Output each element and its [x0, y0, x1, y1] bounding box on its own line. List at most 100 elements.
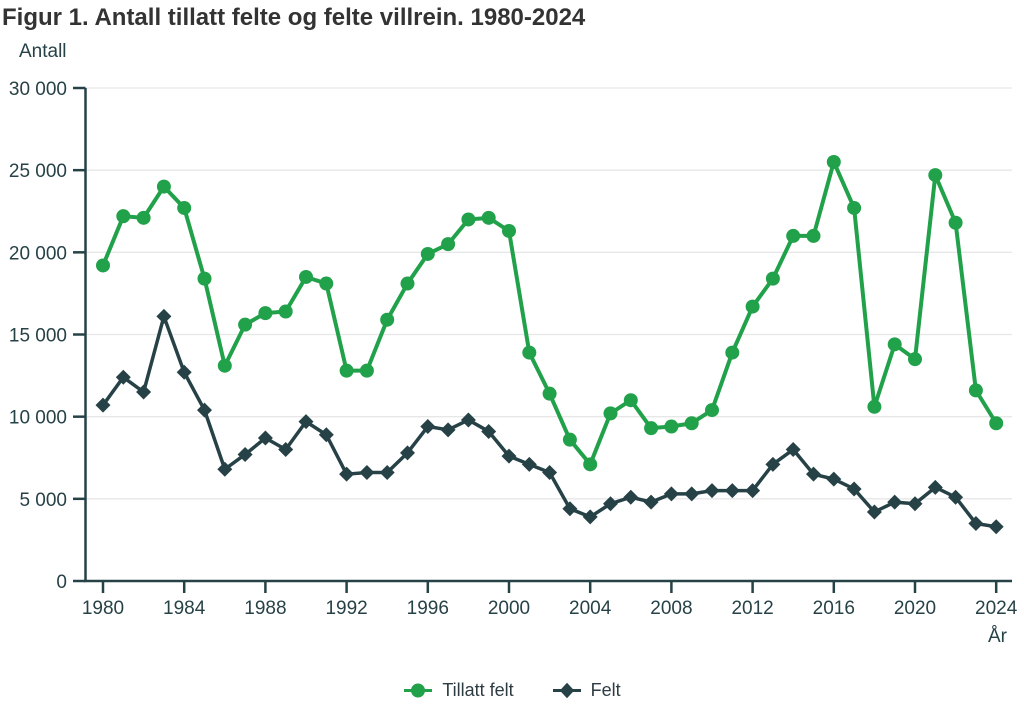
- x-tick-label: 1996: [407, 598, 449, 619]
- data-point: [339, 466, 355, 482]
- legend-item-felt[interactable]: Felt: [552, 680, 621, 701]
- x-tick-label: 2012: [731, 598, 773, 619]
- data-point: [319, 276, 334, 291]
- data-point: [765, 271, 780, 286]
- data-point: [968, 383, 983, 398]
- legend-label-felt: Felt: [590, 680, 621, 700]
- data-point: [420, 419, 436, 435]
- data-point: [521, 456, 537, 472]
- y-tick-label: 10 000: [9, 408, 67, 429]
- data-point: [278, 442, 294, 458]
- data-point: [867, 399, 882, 414]
- data-point: [258, 306, 273, 321]
- data-point: [928, 168, 943, 183]
- data-point: [440, 422, 456, 438]
- data-point: [522, 345, 537, 360]
- data-point: [847, 200, 862, 215]
- series-line-tillatt-felt: [101, 159, 999, 467]
- data-point: [623, 489, 639, 505]
- data-point: [379, 465, 395, 481]
- y-tick-label: 5 000: [19, 490, 67, 511]
- y-tick-label: 15 000: [9, 326, 67, 347]
- data-point: [989, 416, 1004, 431]
- x-tick-label: 2024: [975, 598, 1018, 619]
- data-point: [176, 364, 192, 380]
- data-point: [948, 489, 964, 505]
- data-point: [400, 445, 415, 461]
- data-point: [461, 212, 476, 227]
- data-point: [908, 352, 922, 367]
- x-tick-label: 1988: [244, 598, 286, 619]
- data-point: [460, 412, 476, 428]
- x-tick-label: 2004: [569, 598, 612, 619]
- data-point: [745, 483, 761, 499]
- data-point: [318, 427, 334, 443]
- data-point: [887, 337, 902, 352]
- data-point: [826, 154, 841, 169]
- data-point: [785, 442, 801, 458]
- x-tick-label: 1980: [82, 598, 124, 619]
- data-point: [806, 466, 821, 482]
- data-point: [684, 486, 700, 502]
- data-point: [238, 317, 253, 332]
- data-point: [887, 494, 903, 510]
- data-point: [156, 308, 172, 324]
- data-point: [846, 481, 862, 497]
- data-point: [745, 299, 760, 314]
- y-tick-label: 0: [56, 572, 67, 593]
- data-point: [603, 406, 618, 421]
- data-point: [927, 479, 943, 495]
- data-point: [705, 403, 719, 418]
- x-tick-label: 2000: [488, 598, 530, 619]
- y-axis-unit-label: Antall: [19, 41, 67, 62]
- data-point: [786, 228, 801, 243]
- data-point: [197, 402, 212, 418]
- data-point: [948, 215, 963, 230]
- data-point: [96, 258, 110, 273]
- data-point: [806, 228, 821, 243]
- data-point: [481, 423, 497, 439]
- data-point: [583, 457, 598, 472]
- data-point: [542, 465, 558, 481]
- data-point: [257, 430, 273, 446]
- data-point: [339, 363, 354, 378]
- data-point: [643, 494, 659, 510]
- data-point: [562, 501, 578, 517]
- circle-marker-icon: [404, 683, 433, 698]
- diamond-marker-icon: [552, 682, 581, 699]
- data-point: [441, 237, 456, 252]
- data-point: [136, 210, 151, 225]
- legend-label-tillatt-felt: Tillatt felt: [442, 680, 514, 700]
- x-tick-label: 2008: [650, 598, 692, 619]
- x-tick-label: 1984: [163, 598, 206, 619]
- data-point: [400, 276, 415, 291]
- data-point: [278, 304, 293, 319]
- data-point: [603, 496, 618, 512]
- x-tick-label: 2020: [894, 598, 936, 619]
- data-point: [95, 397, 111, 413]
- data-point: [725, 345, 740, 360]
- y-tick-label: 30 000: [9, 79, 67, 100]
- legend-item-tillatt-felt[interactable]: Tillatt felt: [403, 680, 514, 701]
- data-point: [298, 414, 314, 430]
- data-point: [177, 200, 192, 215]
- legend: Tillatt felt Felt: [0, 680, 1024, 701]
- data-point: [988, 519, 1004, 535]
- data-point: [644, 421, 659, 436]
- data-point: [380, 312, 395, 327]
- x-tick-label: 1992: [325, 598, 367, 619]
- data-point: [542, 386, 557, 401]
- figure-title: Figur 1. Antall tillatt felte og felte v…: [2, 4, 586, 31]
- data-point: [299, 269, 313, 284]
- y-tick-label: 20 000: [9, 243, 67, 264]
- data-point: [501, 448, 517, 464]
- data-point: [420, 246, 435, 261]
- data-point: [217, 358, 232, 373]
- data-point: [197, 271, 212, 286]
- data-point: [866, 504, 882, 520]
- data-point: [765, 456, 781, 472]
- data-point: [562, 432, 577, 447]
- data-point: [116, 209, 131, 224]
- data-point: [663, 486, 679, 502]
